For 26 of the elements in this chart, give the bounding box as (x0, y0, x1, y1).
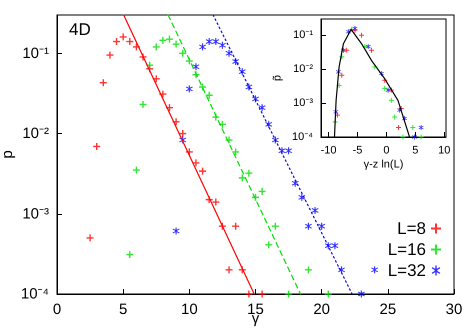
y-tick-label: 10⁻² (22, 125, 49, 142)
y-tick-label: 10⁻² (293, 63, 314, 76)
x-tick-label: 30 (446, 301, 462, 318)
y-tick-label: 10⁻¹ (293, 29, 314, 42)
x-tick-label: 5 (118, 301, 128, 318)
x-tick-label: 10 (180, 301, 198, 318)
x-tick-label: 0 (52, 301, 62, 318)
y-tick-label: 10⁻⁴ (20, 286, 49, 302)
annotation: 4D (69, 20, 91, 39)
y-tick-label: 10⁻⁴ (292, 131, 314, 143)
y-axis-title: p (0, 150, 16, 159)
legend-label: L=8 (397, 219, 426, 238)
y-tick-label: 10⁻¹ (22, 44, 49, 62)
y-tick-label: 10⁻³ (293, 97, 314, 110)
x-tick-label: -5 (352, 144, 362, 156)
y-tick-label: 10⁻³ (22, 205, 49, 222)
y-axis-title: p̃ (272, 74, 284, 82)
legend-label: L=32 (388, 261, 426, 280)
x-tick-label: 5 (412, 144, 418, 156)
x-tick-label: -10 (320, 144, 336, 156)
x-tick-label: 20 (313, 301, 330, 318)
x-axis-title: γ-z ln(L) (364, 158, 404, 170)
x-tick-label: 0 (383, 144, 390, 156)
legend-label: L=16 (388, 240, 426, 259)
x-tick-label: 10 (438, 144, 450, 156)
x-tick-label: 25 (379, 301, 396, 318)
